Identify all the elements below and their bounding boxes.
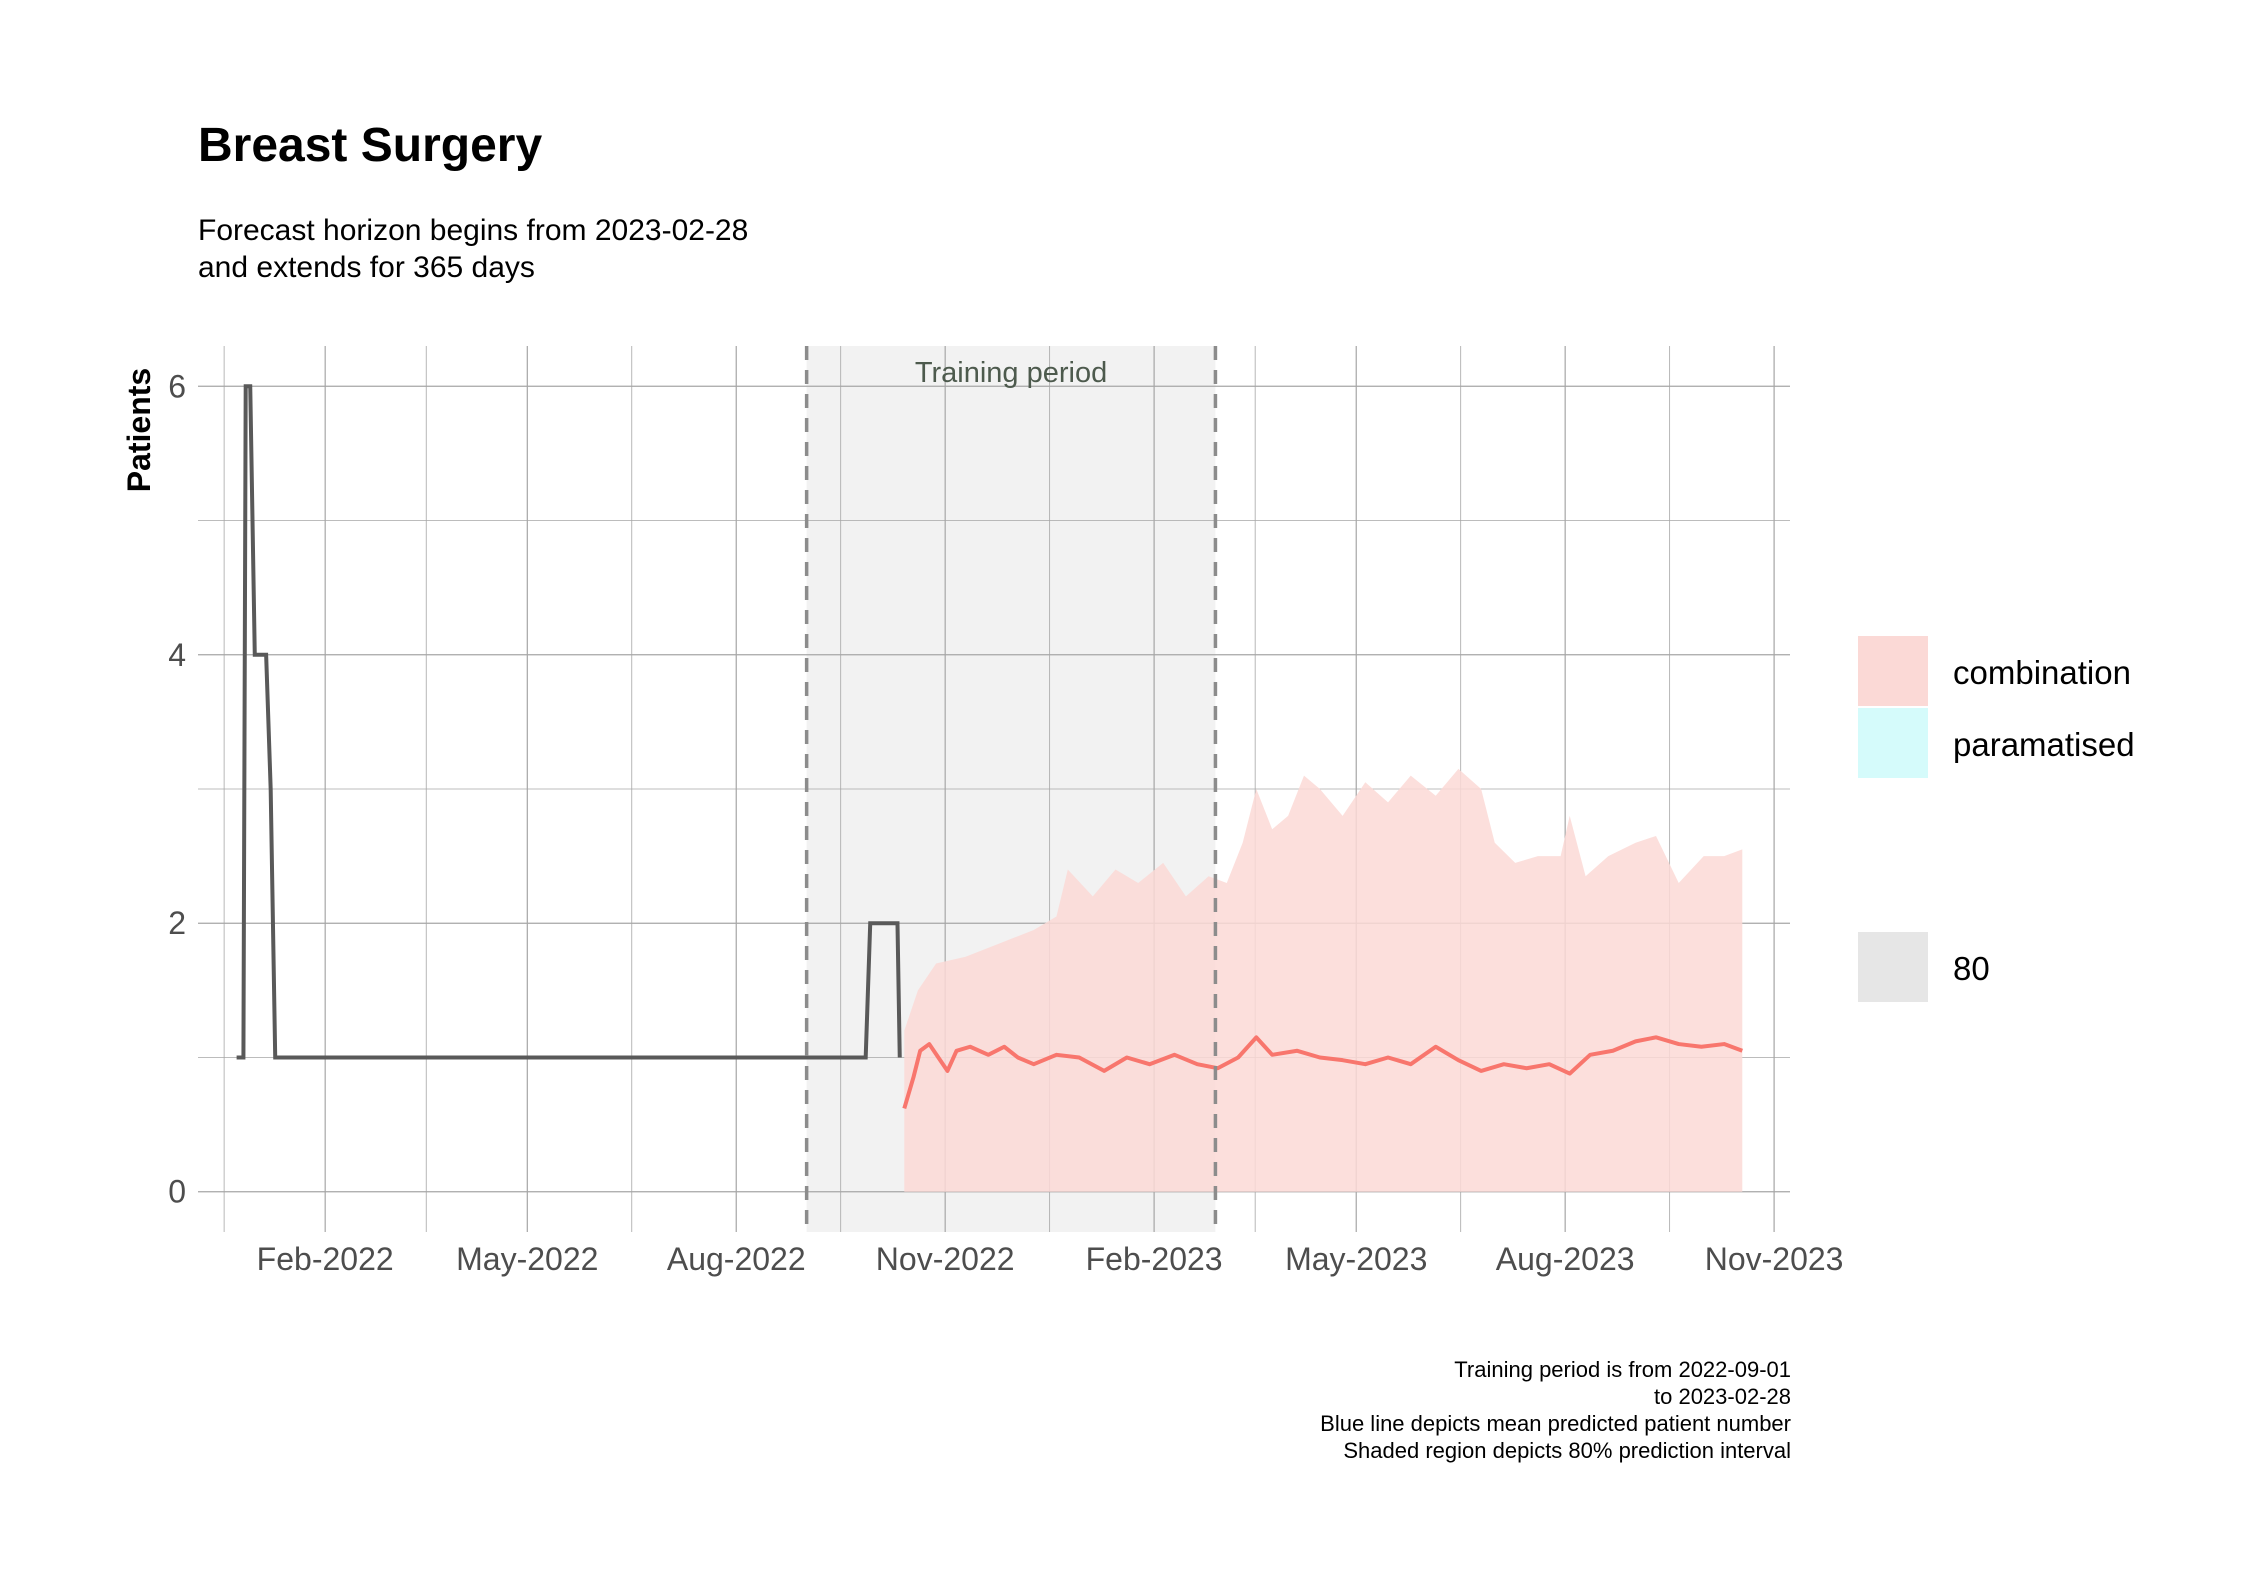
subtitle-line-1: Forecast horizon begins from 2023-02-28 bbox=[198, 214, 749, 247]
x-tick-label: Feb-2023 bbox=[1086, 1241, 1223, 1277]
x-tick-label: Aug-2023 bbox=[1496, 1241, 1635, 1277]
y-tick-label: 4 bbox=[168, 637, 186, 673]
x-tick-label: Nov-2023 bbox=[1705, 1241, 1844, 1277]
x-tick-label: Nov-2022 bbox=[876, 1241, 1015, 1277]
training-boundary-layer bbox=[804, 346, 1218, 1232]
chart-caption: Training period is from 2022-09-01 to 20… bbox=[1320, 1356, 1791, 1464]
training-period-label: Training period bbox=[915, 357, 1107, 389]
chart-subtitle: Forecast horizon begins from 2023-02-28 … bbox=[198, 212, 748, 286]
legend-key-80 bbox=[1858, 932, 1928, 1002]
legend-label-paramatised: paramatised bbox=[1953, 726, 2135, 763]
y-tick-label: 0 bbox=[168, 1174, 186, 1210]
x-tick-label: Aug-2022 bbox=[667, 1241, 806, 1277]
caption-line-4: Shaded region depicts 80% prediction int… bbox=[1343, 1438, 1791, 1463]
chart-title: Breast Surgery bbox=[198, 119, 543, 172]
x-tick-label: Feb-2022 bbox=[257, 1241, 394, 1277]
legend-label-80: 80 bbox=[1953, 950, 1990, 987]
observed-series-line bbox=[236, 384, 902, 1060]
legend-key-paramatised bbox=[1858, 708, 1928, 778]
prediction-band-layer bbox=[904, 768, 1743, 1192]
caption-line-1: Training period is from 2022-09-01 bbox=[1454, 1357, 1791, 1382]
axis-label-layer: Training period Feb-2022 May-2022 Aug-2022 N… bbox=[121, 357, 1843, 1277]
series-layer bbox=[236, 384, 1744, 1110]
y-tick-label: 6 bbox=[168, 368, 186, 404]
legend-key-combination bbox=[1858, 636, 1928, 706]
y-tick-label: 2 bbox=[168, 905, 186, 941]
prediction-interval-band bbox=[904, 768, 1743, 1192]
y-axis-label: Patients bbox=[121, 368, 157, 492]
x-tick-label: May-2023 bbox=[1285, 1241, 1427, 1277]
caption-line-2: to 2023-02-28 bbox=[1654, 1384, 1791, 1409]
subtitle-line-2: and extends for 365 days bbox=[198, 251, 535, 284]
legend-label-combination: combination bbox=[1953, 654, 2131, 691]
x-tick-label: May-2022 bbox=[456, 1241, 598, 1277]
forecast-mean-line bbox=[902, 1035, 1744, 1110]
caption-line-3: Blue line depicts mean predicted patient… bbox=[1320, 1411, 1791, 1436]
